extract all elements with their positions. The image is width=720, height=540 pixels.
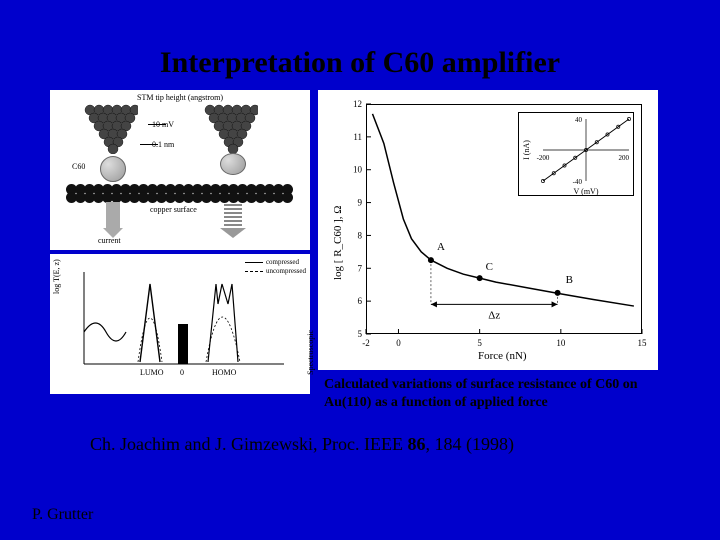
x0-label: 0 (180, 368, 184, 377)
citation: Ch. Joachim and J. Gimzewski, Proc. IEEE… (0, 434, 720, 455)
svg-text:10: 10 (556, 338, 566, 348)
citation-volume: 86 (407, 434, 425, 454)
slide-title: Interpretation of C60 amplifier (0, 0, 720, 90)
main-chart: -2 0 5 10 15 5 6 7 8 9 10 11 12 A C B Δz log [ R_C60 ], … (318, 90, 658, 370)
homo-label: HOMO (212, 368, 236, 377)
svg-text:-200: -200 (537, 154, 550, 162)
y-axis-label-b: log T(E, z) (52, 259, 61, 294)
figure-area: STM tip height (angstrom) (0, 90, 720, 412)
svg-text:Δz: Δz (488, 309, 500, 321)
svg-text:5: 5 (477, 338, 482, 348)
tip-right (204, 104, 258, 154)
y-axis-title: log [ R_C60 ], Ω (332, 206, 344, 280)
citation-rest: , 184 (1998) (425, 434, 514, 454)
presenter-name: P. Grutter (32, 506, 93, 524)
svg-text:11: 11 (353, 132, 362, 142)
panel-a-schematic: STM tip height (angstrom) (50, 90, 310, 250)
svg-text:6: 6 (358, 296, 363, 306)
c60-left (100, 156, 126, 182)
svg-text:8: 8 (358, 230, 363, 240)
svg-text:10: 10 (353, 165, 363, 175)
svg-text:-2: -2 (362, 338, 370, 348)
tip-left (84, 104, 138, 154)
svg-text:9: 9 (358, 198, 363, 208)
svg-text:B: B (566, 274, 573, 286)
svg-text:I (nA): I (nA) (522, 140, 531, 160)
svg-text:40: 40 (575, 116, 583, 124)
arrow-current (103, 228, 123, 238)
surface-label: copper surface (150, 205, 197, 214)
figure-caption: Calculated variations of surface resista… (318, 376, 658, 412)
svg-text:15: 15 (638, 338, 648, 348)
svg-text:5: 5 (358, 329, 363, 339)
c60-label: C60 (72, 162, 85, 171)
spectro-label: Spectroscopic (306, 330, 315, 375)
citation-authors: Ch. Joachim and J. Gimzewski, Proc. IEEE (90, 434, 407, 454)
x-axis-title: Force (nN) (478, 350, 527, 362)
inset-iv-chart: 40 -40 -200 200 I (nA) V (mV) (518, 112, 634, 196)
svg-text:V (mV): V (mV) (574, 187, 599, 196)
lumo-label: LUMO (140, 368, 164, 377)
svg-text:C: C (486, 261, 493, 273)
arrow-compression (224, 202, 242, 230)
svg-text:7: 7 (358, 263, 363, 273)
surface-row-2 (66, 192, 291, 203)
svg-text:0: 0 (396, 338, 401, 348)
svg-text:200: 200 (619, 154, 630, 162)
svg-text:-40: -40 (573, 178, 583, 186)
c60-right (220, 153, 246, 175)
panel-a-top-label: STM tip height (angstrom) (50, 93, 310, 102)
svg-text:A: A (437, 241, 445, 253)
panel-b-spectroscopy: compressed uncompressed log T(E, z) LUMO… (50, 254, 310, 394)
svg-text:12: 12 (353, 99, 362, 109)
